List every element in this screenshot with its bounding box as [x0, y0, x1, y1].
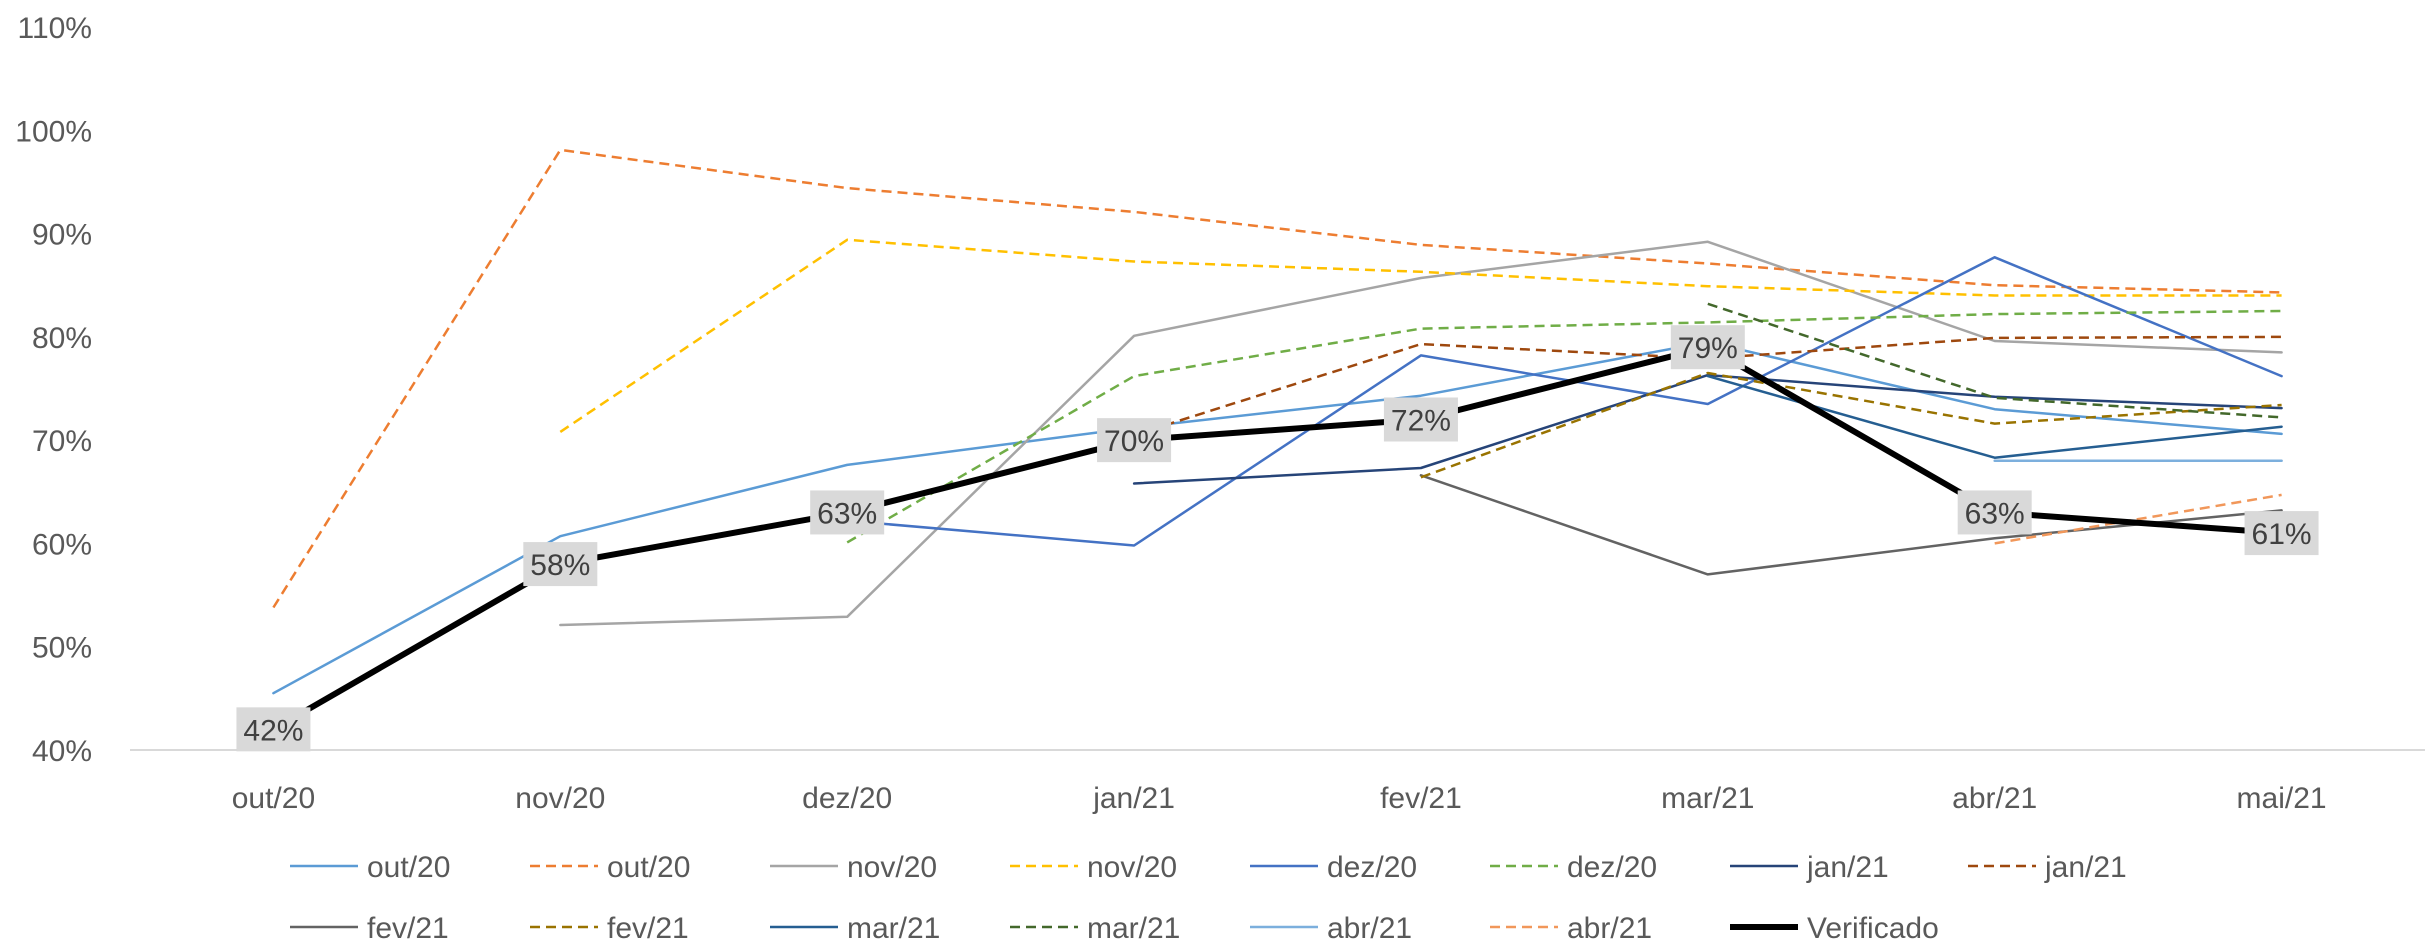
- legend-label: fev/21: [607, 912, 689, 943]
- series-line: [1420, 371, 2282, 479]
- legend-label: dez/20: [1567, 851, 1657, 884]
- data-label: 58%: [523, 542, 598, 587]
- x-tick-label: dez/20: [802, 782, 892, 815]
- data-label: 72%: [1383, 397, 1458, 442]
- data-label-text: 79%: [1678, 332, 1738, 365]
- series-group: [272, 340, 2283, 695]
- data-label-box: [236, 707, 311, 752]
- legend-label: Verificado: [1807, 912, 1939, 943]
- data-label-text: 72%: [1391, 404, 1451, 437]
- legend-label: dez/20: [1327, 851, 1417, 884]
- legend-label: out/20: [607, 851, 690, 884]
- legend-item: fev/21: [530, 912, 689, 943]
- axes: 40% 50% 60% 70% 80% 90% 100% 110% out/20 nov/20 de…: [15, 12, 2425, 815]
- legend-item: mar/21: [770, 912, 940, 943]
- series-line: [559, 240, 2283, 627]
- legend-label: nov/20: [1087, 851, 1177, 884]
- series-line: [272, 340, 2283, 695]
- series-group: [1133, 335, 2282, 437]
- series-line: [845, 256, 2283, 547]
- legend-item: nov/20: [770, 851, 937, 884]
- data-label-box: [1383, 397, 1458, 442]
- legend-label: mar/21: [847, 912, 940, 943]
- legend-item: jan/21: [1730, 851, 1889, 884]
- legend-label: abr/21: [1567, 912, 1652, 943]
- data-label: 63%: [1957, 490, 2032, 535]
- series-group: [1420, 371, 2282, 479]
- series-line: [270, 344, 2285, 733]
- y-tick-label: 50%: [32, 632, 92, 665]
- legend-label: out/20: [367, 851, 450, 884]
- data-label-box: [1670, 325, 1745, 370]
- legend-item: out/20: [530, 851, 690, 884]
- series-line: [559, 238, 2282, 433]
- x-tick-label: abr/21: [1952, 782, 2037, 815]
- legend-label: mar/21: [1087, 912, 1180, 943]
- data-label-text: 58%: [530, 549, 590, 582]
- y-tick-label: 60%: [32, 528, 92, 561]
- legend-label: nov/20: [847, 851, 937, 884]
- legend-item: abr/21: [1490, 912, 1652, 943]
- y-tick-label: 40%: [32, 735, 92, 768]
- data-label-box: [523, 542, 598, 587]
- series-lines: [270, 148, 2285, 733]
- data-label-box: [2244, 511, 2319, 556]
- data-label-text: 42%: [243, 714, 303, 747]
- data-label-box: [1097, 418, 1172, 463]
- y-tick-label: 90%: [32, 219, 92, 252]
- legend-label: jan/21: [1806, 851, 1889, 884]
- series-group: [559, 238, 2282, 433]
- data-label-text: 70%: [1104, 425, 1164, 458]
- series-group: [846, 309, 2282, 544]
- x-tick-label: jan/21: [1092, 782, 1175, 815]
- data-label: 70%: [1097, 418, 1172, 463]
- data-labels: 42% 58% 63% 70% 72% 79% 63% 61%: [236, 325, 2319, 752]
- y-tick-label: 70%: [32, 425, 92, 458]
- legend-item: out/20: [290, 851, 450, 884]
- series-line: [1707, 302, 2282, 419]
- data-label: 61%: [2244, 511, 2319, 556]
- legend-item: dez/20: [1490, 851, 1657, 884]
- data-label: 63%: [810, 490, 885, 535]
- y-tick-label: 100%: [15, 115, 92, 148]
- legend-label: jan/21: [2044, 851, 2127, 884]
- legend-item: jan/21: [1968, 851, 2127, 884]
- x-tick-label: mar/21: [1661, 782, 1754, 815]
- legend-item: dez/20: [1250, 851, 1417, 884]
- data-label: 42%: [236, 707, 311, 752]
- data-label-text: 63%: [1965, 497, 2025, 530]
- series-group: [1707, 302, 2282, 419]
- y-tick-label: 80%: [32, 322, 92, 355]
- series-line: [1994, 493, 2282, 545]
- x-tick-label: out/20: [232, 782, 315, 815]
- legend-item: fev/21: [290, 912, 449, 943]
- legend-label: abr/21: [1327, 912, 1412, 943]
- x-tick-label: fev/21: [1380, 782, 1462, 815]
- series-line: [1133, 335, 2282, 437]
- series-group: [1994, 493, 2282, 545]
- legend: out/20 out/20 nov/20 nov/20 dez/20 dez/20 jan/…: [290, 851, 2127, 943]
- data-label-text: 63%: [817, 497, 877, 530]
- series-group: [559, 240, 2283, 627]
- series-line: [846, 309, 2282, 544]
- y-tick-label: 110%: [17, 12, 92, 45]
- legend-item: Verificado: [1730, 912, 1939, 943]
- data-label-box: [810, 490, 885, 535]
- legend-item: mar/21: [1010, 912, 1180, 943]
- data-label-box: [1957, 490, 2032, 535]
- series-group: [845, 256, 2283, 547]
- x-tick-label: nov/20: [515, 782, 605, 815]
- x-tick-label: mai/21: [2237, 782, 2327, 815]
- legend-label: fev/21: [367, 912, 449, 943]
- legend-item: abr/21: [1250, 912, 1412, 943]
- data-label-text: 61%: [2252, 518, 2312, 551]
- legend-item: nov/20: [1010, 851, 1177, 884]
- series-group: [270, 344, 2285, 733]
- data-label: 79%: [1670, 325, 1745, 370]
